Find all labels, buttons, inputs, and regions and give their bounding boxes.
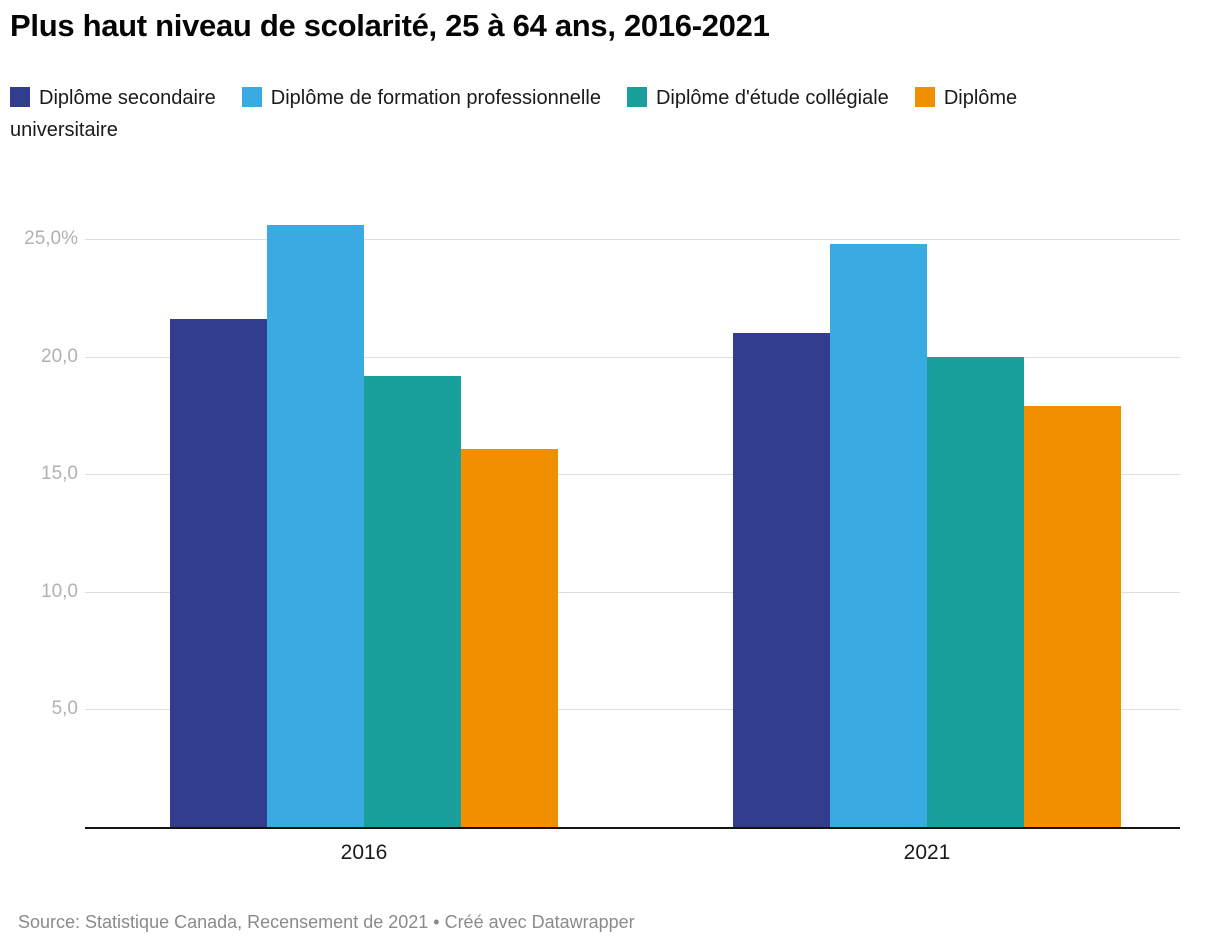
gridline-15 [85, 474, 1180, 476]
x-axis-label-2021: 2021 [903, 841, 951, 864]
y-axis-tick-label: 20,0 [41, 345, 78, 367]
chart-title: Plus haut niveau de scolarité, 25 à 64 a… [10, 8, 770, 43]
y-axis-tick-label: 5,0 [51, 698, 78, 720]
bar-dipl-me-d-tude-coll-giale-2016[interactable] [364, 375, 461, 827]
legend: Diplôme secondaire Diplôme de formation p… [10, 82, 1110, 147]
gridline-10 [85, 591, 1180, 593]
legend-item-dipl-me-de-formation-professionnelle: Diplôme de formation professionnelle [241, 87, 601, 109]
plot-area [85, 197, 1180, 827]
legend-label: Diplôme de formation professionnelle [270, 87, 601, 109]
legend-label: Diplôme universitaire [10, 87, 1018, 142]
gridline-5 [85, 709, 1180, 711]
legend-item-dipl-me-secondaire: Diplôme secondaire [10, 87, 216, 109]
bar-dipl-me-de-formation-professionnelle-2021[interactable] [830, 244, 927, 827]
bar-group-2016 [170, 197, 558, 827]
legend-swatch-dipl-me-universitaire [914, 87, 935, 107]
legend-label: Diplôme d'étude collégiale [655, 87, 889, 109]
legend-swatch-dipl-me-de-formation-professionnelle [241, 87, 262, 107]
bar-dipl-me-secondaire-2016[interactable] [170, 319, 267, 827]
legend-label: Diplôme secondaire [39, 87, 216, 109]
legend-item-dipl-me-universitaire: Diplôme universitaire [10, 87, 1017, 141]
y-axis-tick-label: 15,0 [41, 463, 78, 485]
bar-dipl-me-d-tude-coll-giale-2021[interactable] [927, 356, 1024, 827]
source-footer: Source: Statistique Canada, Recensement … [18, 912, 635, 932]
chart: 25,0% 20,0 15,0 10,0 5,0 2016 2021 [0, 185, 1220, 895]
x-axis-label-2016: 2016 [340, 841, 388, 864]
bar-group-2021 [733, 197, 1121, 827]
y-axis-tick-label: 10,0 [41, 580, 78, 602]
legend-item-dipl-me-d-tude-coll-giale: Diplôme d'étude collégiale [626, 87, 889, 109]
y-axis-tick-label: 25,0% [24, 228, 78, 250]
gridline-20 [85, 356, 1180, 358]
bar-dipl-me-secondaire-2021[interactable] [733, 333, 830, 827]
bar-dipl-me-universitaire-2021[interactable] [1024, 406, 1121, 827]
bar-dipl-me-universitaire-2016[interactable] [461, 448, 558, 827]
legend-swatch-dipl-me-secondaire [10, 87, 30, 107]
legend-swatch-dipl-me-d-tude-coll-giale [626, 87, 647, 107]
bar-dipl-me-de-formation-professionnelle-2016[interactable] [267, 225, 364, 827]
x-axis-baseline [85, 827, 1180, 829]
gridline-25 [85, 239, 1180, 241]
